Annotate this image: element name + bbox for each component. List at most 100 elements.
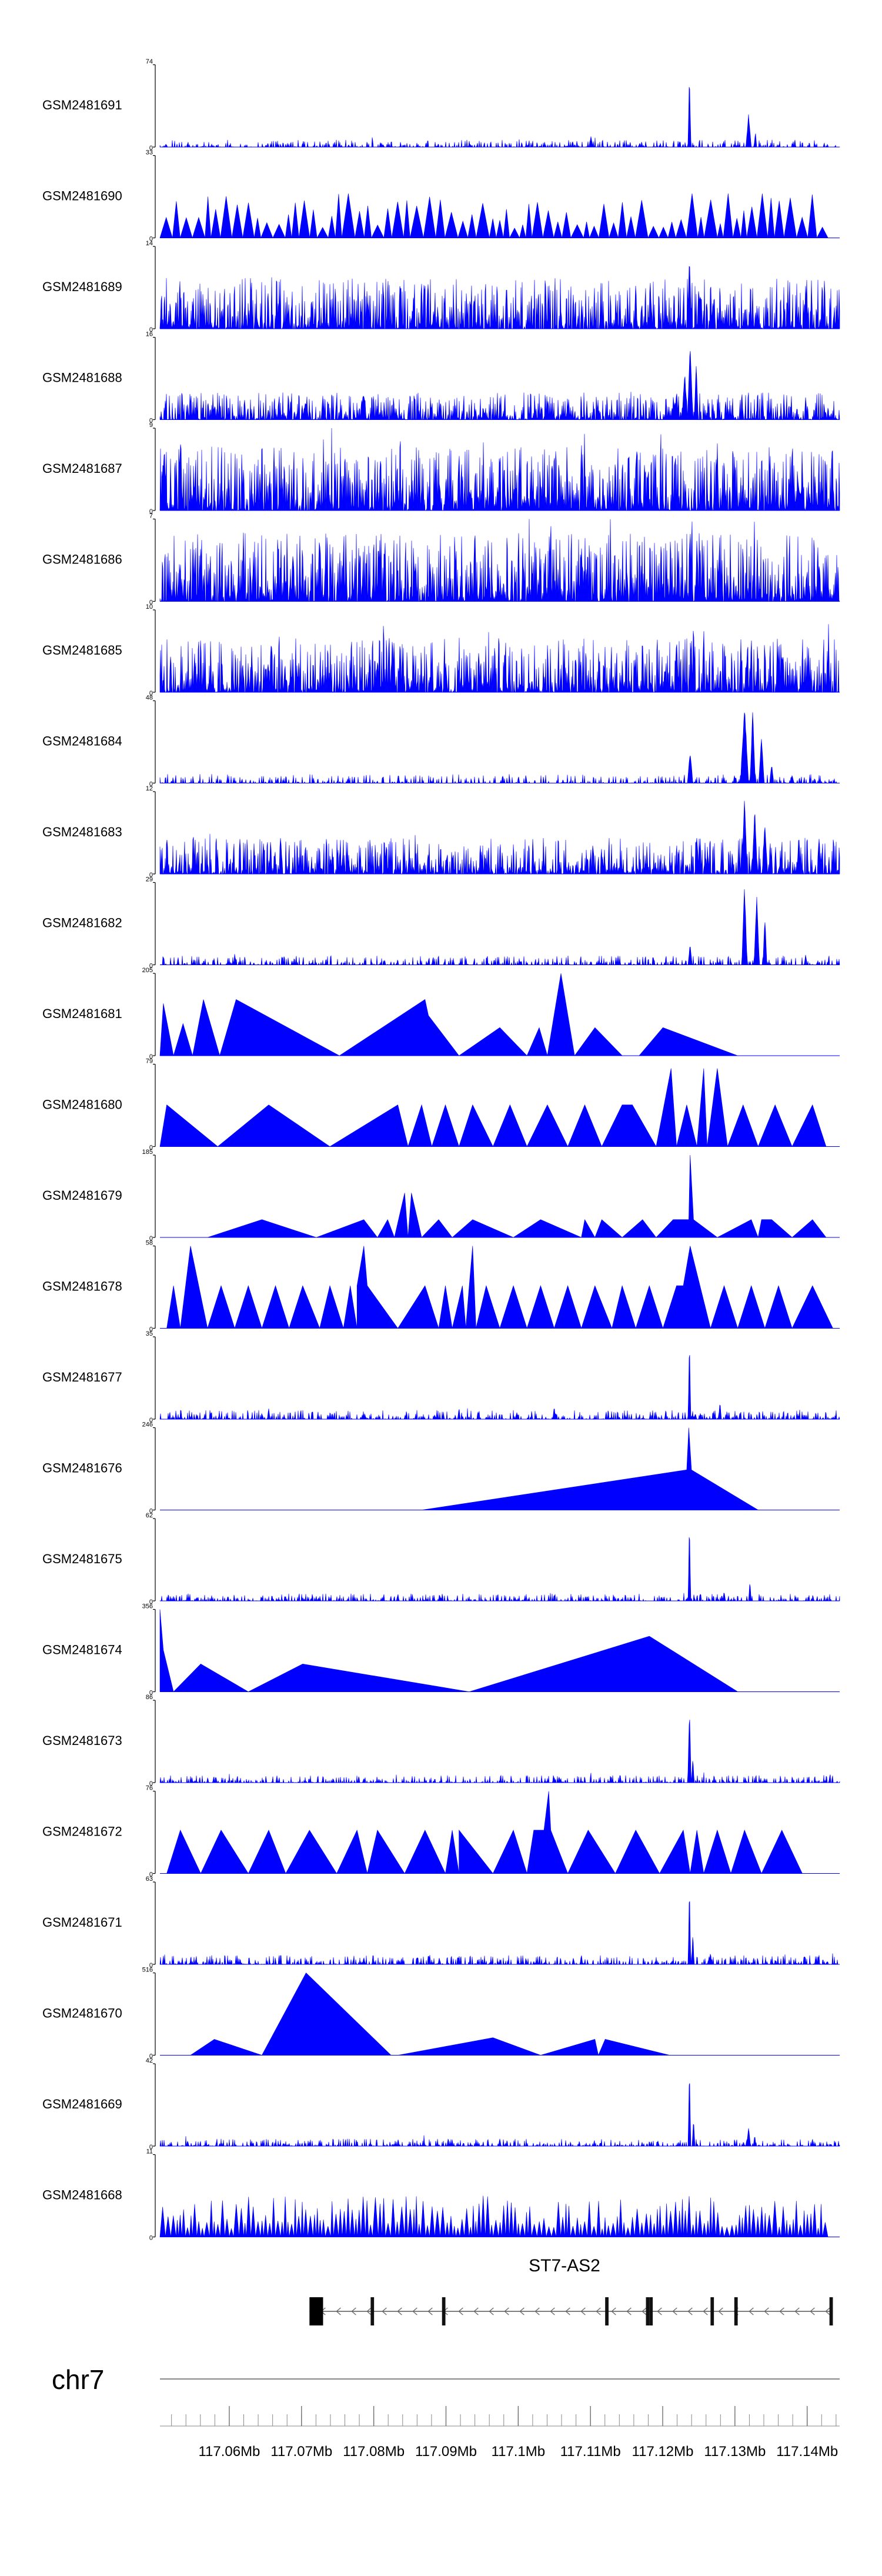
coverage-area [166,1246,833,1329]
track-label: GSM2481689 [42,279,122,294]
coverage-area [159,1354,840,1420]
y-axis-max-label: 35 [146,1330,153,1337]
strand-arrow [473,2307,479,2315]
coverage-area [422,1427,759,1510]
y-axis-max-label: 12 [146,785,153,792]
strand-arrow [565,2307,570,2315]
gene-exon [649,2297,653,2325]
coverage-area [160,889,840,966]
track-label: GSM2481686 [42,552,122,567]
coverage-area [159,193,840,239]
strand-arrow [794,2307,800,2315]
coverage-area [159,1901,840,1966]
track-gsm2481689: GSM2481689 14 0 [42,240,840,333]
y-axis-min-label: 0 [149,1053,153,1060]
track-label: GSM2481670 [42,2006,122,2021]
track-label: GSM2481690 [42,189,122,203]
gene-name-label: ST7-AS2 [529,2256,600,2275]
track-gsm2481680: GSM2481680 79 0 [42,1058,840,1152]
axis-tick-label: 117.06Mb [198,2444,260,2460]
axis-tick-label: 117.13Mb [704,2444,766,2460]
axis-tick-label: 117.12Mb [632,2444,694,2460]
track-label: GSM2481669 [42,2097,122,2111]
y-axis-min-label: 0 [149,1144,153,1152]
coverage-area [159,2195,840,2237]
coverage-area [159,351,840,421]
y-axis-max-label: 86 [146,1694,153,1701]
y-axis-max-label: 16 [146,331,153,338]
track-label: GSM2481682 [42,916,122,930]
strand-arrow [412,2307,417,2315]
coverage-area [159,1609,739,1693]
gene-exon [309,2297,323,2325]
track-label: GSM2481675 [42,1551,122,1566]
y-axis-max-label: 76 [146,1785,153,1792]
coverage-area [166,1791,803,1874]
strand-arrow [366,2307,372,2315]
coverage-area [159,1068,827,1147]
y-axis-max-label: 246 [142,1422,153,1429]
strand-arrow [550,2307,555,2315]
gene-exon [710,2297,714,2325]
y-axis-max-label: 7 [149,513,153,520]
track-gsm2481674: GSM2481674 356 0 [42,1603,840,1697]
y-axis-min-label: 0 [149,145,153,152]
track-gsm2481687: GSM2481687 9 0 [42,422,840,515]
track-label: GSM2481683 [42,825,122,839]
axis-tick-label: 117.09Mb [415,2444,477,2460]
gene-exon [370,2297,375,2325]
y-axis-min-label: 0 [149,1508,153,1515]
track-gsm2481671: GSM2481671 63 0 [42,1876,840,1969]
y-axis-max-label: 10 [146,603,153,610]
y-axis-min-label: 0 [149,2144,153,2151]
strand-arrow [718,2307,723,2315]
track-gsm2481685: GSM2481685 10 0 [42,603,840,697]
strand-arrow [626,2307,632,2315]
y-axis-min-label: 0 [149,599,153,606]
coverage-area [159,1719,840,1784]
track-label: GSM2481691 [42,98,122,112]
track-label: GSM2481673 [42,1733,122,1748]
axis-tick-label: 117.11Mb [560,2444,621,2460]
track-label: GSM2481688 [42,371,122,385]
track-label: GSM2481668 [42,2188,122,2203]
y-axis-max-label: 9 [149,422,153,429]
y-axis-min-label: 0 [149,1690,153,1697]
track-gsm2481691: GSM2481691 74 0 [42,58,840,152]
y-axis-max-label: 33 [146,149,153,156]
y-axis-min-label: 0 [149,1235,153,1242]
y-axis-max-label: 516 [142,1967,153,1974]
track-label: GSM2481685 [42,643,122,658]
strand-arrow [427,2307,433,2315]
y-axis-max-label: 14 [146,240,153,247]
coverage-area [159,1537,840,1602]
track-label: GSM2481681 [42,1006,122,1021]
track-label: GSM2481674 [42,1643,122,1657]
y-axis-min-label: 0 [149,781,153,788]
genome-axis-track: chr7 117.06Mb 117.07Mb 117.08Mb 117.09Mb 117.… [52,2364,840,2460]
strand-arrow [611,2307,616,2315]
coverage-area [159,428,840,512]
y-axis-max-label: 205 [142,967,153,974]
strand-arrow [825,2307,830,2315]
gene-exon [442,2297,446,2325]
strand-arrow [687,2307,693,2315]
strand-arrow [749,2307,754,2315]
y-axis-max-label: 42 [146,2057,153,2064]
strand-arrow [779,2307,784,2315]
track-gsm2481669: GSM2481669 42 0 [42,2057,840,2151]
track-gsm2481668: GSM2481668 11 0 [42,2148,840,2242]
track-label: GSM2481680 [42,1097,122,1112]
strand-arrow [397,2307,402,2315]
strand-arrow [489,2307,494,2315]
coverage-area [159,266,840,330]
coverage-area [159,86,840,148]
track-gsm2481682: GSM2481682 29 0 [42,876,840,970]
y-axis-min-label: 0 [149,1417,153,1424]
track-gsm2481681: GSM2481681 205 0 [42,967,840,1060]
gene-model-track: ST7-AS2 [309,2256,833,2325]
strand-arrow [336,2307,341,2315]
gene-exon [734,2297,738,2325]
y-axis-min-label: 0 [149,1780,153,1787]
